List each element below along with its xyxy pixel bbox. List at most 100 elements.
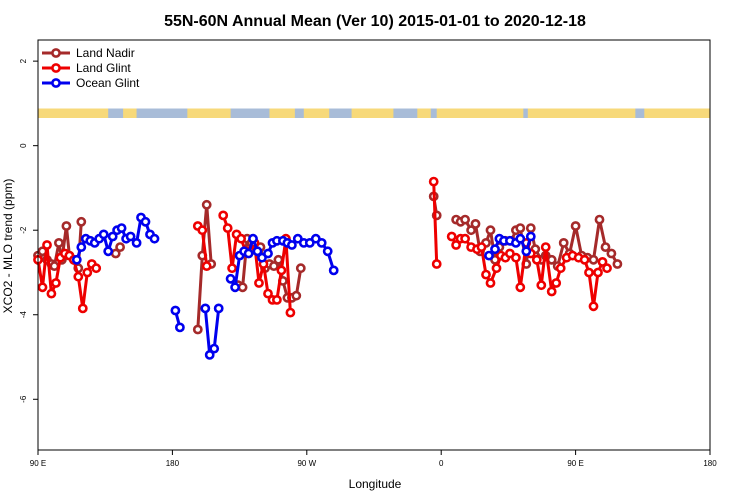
ocean-glint-point	[107, 231, 118, 242]
plot-frame	[37, 39, 711, 451]
land-nadir-point	[594, 214, 605, 225]
ocean-glint-point	[103, 246, 114, 257]
legend-label: Land Glint	[76, 61, 131, 75]
land-glint-point	[42, 240, 52, 250]
land-nadir-point	[268, 261, 279, 271]
land-nadir-point	[295, 263, 306, 274]
ocean-glint-point	[521, 246, 532, 257]
land-glint-point	[201, 261, 212, 271]
x-tick-label: 90 E	[30, 459, 46, 468]
land-ocean-strip	[38, 108, 710, 118]
land-nadir-point	[570, 221, 581, 231]
ocean-glint-point	[484, 250, 494, 261]
land-glint-point	[579, 254, 590, 265]
y-tick-label: -6	[19, 395, 28, 403]
land-glint-point	[546, 286, 557, 297]
land-band	[269, 108, 295, 118]
y-axis: 2 0 -2 -4 -6	[19, 58, 38, 403]
land-nadir-point	[49, 261, 60, 271]
land-band	[123, 108, 137, 118]
land-glint-point	[91, 263, 102, 274]
land-band	[187, 108, 231, 118]
ocean-glint-point	[490, 244, 500, 255]
land-glint-point	[271, 294, 282, 305]
land-band	[417, 108, 431, 118]
land-band	[436, 108, 524, 118]
series-ocean-glint	[71, 212, 536, 360]
land-nadir-point	[460, 214, 470, 225]
ocean-glint-point	[125, 231, 136, 242]
y-tick-label: -4	[19, 311, 28, 319]
land-band	[351, 108, 394, 118]
land-glint-point	[263, 288, 273, 299]
chart-title: 55N-60N Annual Mean (Ver 10) 2015-01-01 …	[164, 13, 586, 30]
ocean-glint-point	[174, 322, 185, 333]
legend-swatch-point	[51, 78, 61, 88]
land-glint-point	[593, 267, 603, 278]
land-nadir-point	[76, 216, 87, 227]
y-tick-label: 2	[19, 58, 28, 63]
land-glint-point	[602, 263, 612, 274]
legend-item-land-glint: Land Glint	[42, 61, 131, 75]
land-glint-point	[515, 282, 526, 293]
legend-label: Land Nadir	[76, 46, 135, 60]
legend-swatch-point	[51, 48, 61, 58]
land-glint-point	[218, 210, 229, 221]
land-glint-point	[254, 278, 264, 288]
land-nadir-point	[192, 324, 203, 335]
ocean-glint-point	[76, 242, 87, 252]
ocean-glint-point	[204, 349, 215, 360]
land-glint-point	[285, 307, 296, 318]
land-glint-point	[451, 240, 461, 250]
x-tick-label: 0	[439, 459, 444, 468]
ocean-glint-point	[170, 305, 181, 316]
ocean-glint-point	[316, 237, 327, 248]
ocean-glint-point	[515, 233, 526, 244]
land-nadir-point	[291, 290, 302, 301]
series-land-nadir	[33, 191, 623, 335]
land-nadir-point	[485, 225, 496, 236]
ocean-glint-point	[252, 246, 263, 257]
ocean-glint-point	[140, 216, 151, 227]
x-axis: 90 E 180 90 W 0 90 E 180	[30, 450, 717, 468]
ocean-glint-point	[209, 343, 220, 354]
land-glint-point	[491, 263, 502, 274]
ocean-glint-point	[213, 303, 224, 314]
land-band	[303, 108, 330, 118]
land-glint-point	[222, 223, 233, 233]
land-glint-point	[555, 263, 566, 274]
ocean-glint-point	[328, 265, 339, 276]
land-glint-point	[236, 233, 246, 244]
land-glint-point	[82, 267, 93, 278]
land-glint-line	[221, 214, 292, 313]
legend-swatch-point	[51, 63, 61, 73]
ocean-glint-point	[98, 229, 109, 240]
x-tick-label: 180	[703, 459, 717, 468]
land-glint-line	[432, 181, 439, 265]
land-band	[527, 108, 636, 118]
land-glint-point	[431, 259, 442, 269]
land-nadir-point	[612, 259, 623, 269]
land-glint-point	[446, 231, 457, 242]
land-nadir-point	[61, 221, 72, 231]
legend-item-land-nadir: Land Nadir	[42, 46, 135, 60]
land-glint-point	[77, 303, 88, 314]
land-nadir-point	[115, 242, 125, 252]
ocean-glint-point	[243, 248, 254, 259]
land-glint-point	[37, 282, 48, 293]
ocean-glint-point	[322, 246, 333, 257]
land-nadir-point	[273, 254, 284, 265]
land-nadir-point	[237, 282, 248, 293]
land-nadir-point	[466, 225, 476, 236]
ocean-glint-point	[248, 233, 258, 244]
x-tick-label: 90 E	[567, 459, 583, 468]
land-nadir-point	[558, 237, 569, 248]
y-tick-label: -2	[19, 226, 28, 234]
series-layer	[33, 176, 623, 360]
x-tick-label: 180	[166, 459, 180, 468]
land-glint-point	[597, 256, 608, 267]
land-glint-point	[540, 242, 551, 252]
ocean-glint-point	[286, 240, 297, 250]
